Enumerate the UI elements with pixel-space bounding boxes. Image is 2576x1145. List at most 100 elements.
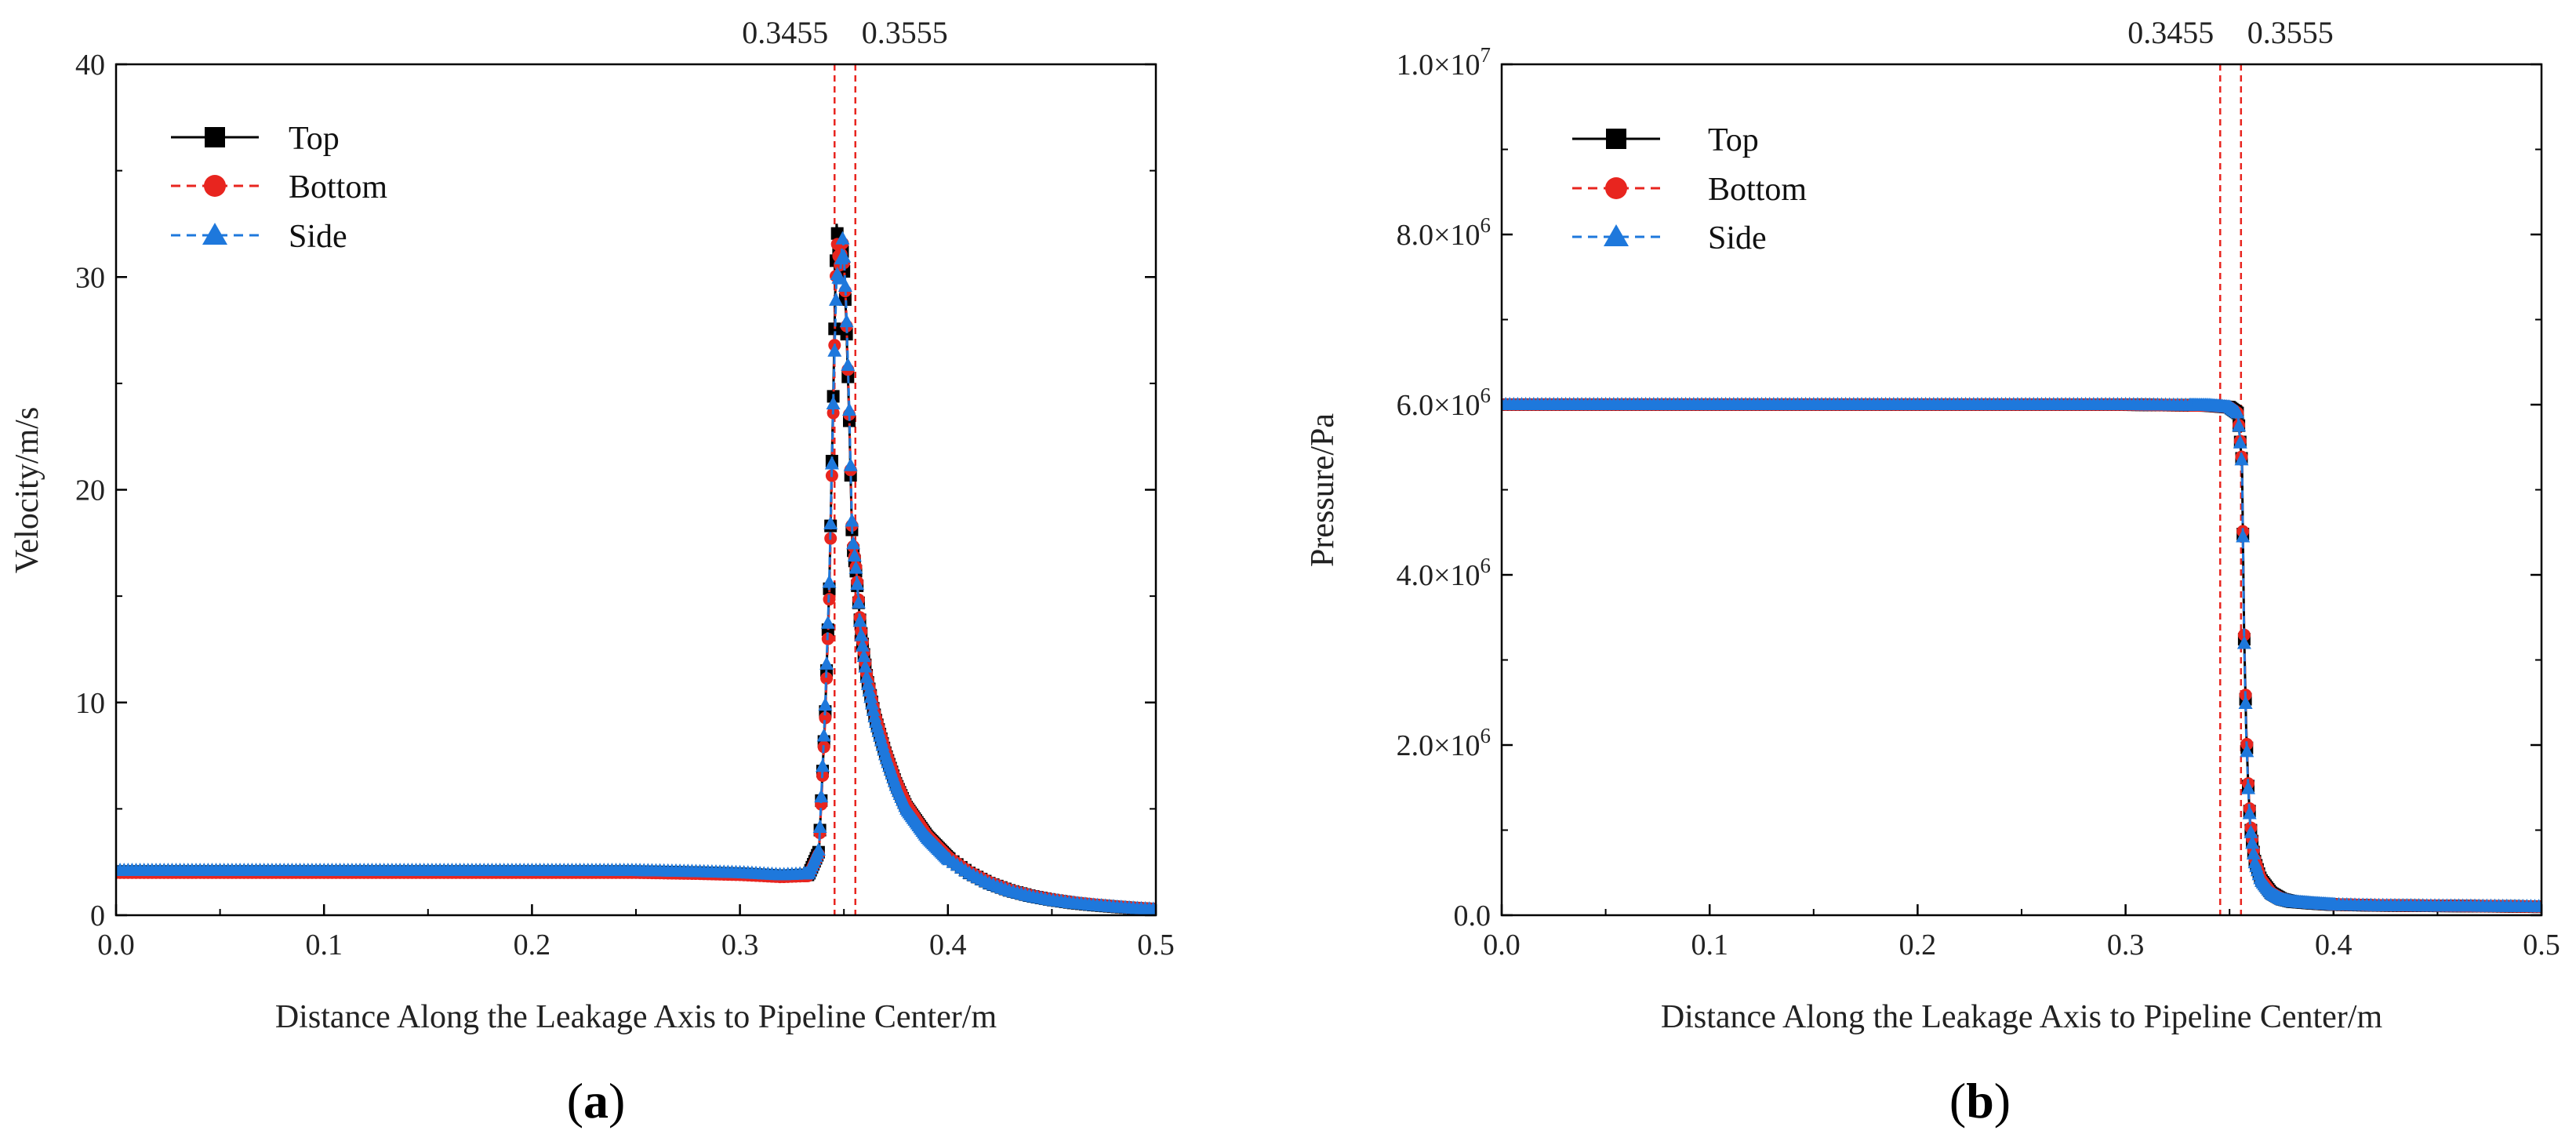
data-point-top — [828, 322, 841, 336]
series-side — [1502, 397, 2541, 913]
data-point-side — [811, 842, 826, 856]
x-tick-label: 0.5 — [1137, 929, 1175, 961]
data-point-side — [837, 278, 852, 293]
velocity-y-axis-label: Velocity/m/s — [9, 407, 45, 573]
x-tick-label: 0.0 — [97, 929, 135, 961]
velocity-axis-ticks: 0.0 0.1 0.2 0.3 0.4 0.5 0 10 20 30 40 — [75, 49, 1175, 961]
data-point-side — [816, 728, 831, 742]
legend-label-bottom: Bottom — [1708, 172, 1807, 208]
data-point-side — [850, 576, 865, 591]
pressure-chart: 0.0 0.1 0.2 0.3 0.4 0.5 0.0 2.0×106 4.0×106 6.0×1… — [1305, 15, 2560, 1129]
x-tick-label: 0.4 — [929, 929, 967, 961]
data-point-side — [2232, 418, 2247, 432]
y-tick-label: 2.0×106 — [1397, 724, 1491, 762]
data-point-side — [2531, 899, 2541, 913]
pressure-plot-frame — [1500, 63, 2543, 917]
data-point-side — [847, 548, 862, 562]
data-point-side — [2238, 696, 2253, 710]
x-tick-label: 0.4 — [2315, 929, 2353, 961]
data-point-side — [866, 702, 881, 716]
legend-marker-bottom — [204, 175, 226, 197]
y-tick-label: 30 — [75, 261, 105, 294]
data-point-side — [824, 456, 839, 470]
data-point-side — [860, 676, 875, 690]
pressure-legend: Top Bottom Side — [1572, 122, 1807, 256]
data-point-side — [814, 789, 829, 803]
x-tick-label: 0.1 — [305, 929, 343, 961]
data-point-side — [864, 696, 879, 710]
data-point-side — [837, 249, 852, 263]
legend-label-top: Top — [289, 121, 340, 157]
pressure-vline-label-2: 0.3555 — [2247, 15, 2334, 50]
legend-label-side: Side — [289, 219, 347, 255]
data-point-side — [854, 627, 869, 642]
velocity-vline-label-2: 0.3555 — [862, 15, 948, 50]
pressure-x-axis-label: Distance Along the Leakage Axis to Pipel… — [1661, 999, 2383, 1035]
data-point-side — [816, 758, 830, 772]
velocity-series-group — [116, 224, 1156, 915]
data-point-side — [842, 402, 856, 416]
x-tick-label: 0.1 — [1691, 929, 1728, 961]
legend-label-top: Top — [1708, 122, 1759, 158]
data-point-side — [846, 536, 861, 550]
x-tick-label: 0.3 — [2107, 929, 2145, 961]
data-point-side — [835, 231, 850, 245]
y-tick-label: 0 — [90, 900, 105, 932]
pressure-vline-label-1: 0.3455 — [2127, 15, 2214, 50]
data-point-side — [845, 513, 859, 527]
panel-label-b: (b) — [1949, 1073, 2011, 1129]
data-point-side — [859, 669, 874, 683]
pressure-y-axis-label: Pressure/Pa — [1305, 413, 1341, 567]
data-point-side — [829, 292, 843, 306]
data-point-bottom — [820, 672, 834, 685]
data-point-side — [862, 683, 877, 697]
data-point-side — [2242, 805, 2257, 820]
data-point-side — [851, 594, 866, 609]
legend-marker-side — [1604, 224, 1629, 246]
y-tick-label: 8.0×106 — [1397, 213, 1491, 252]
data-point-side — [852, 613, 867, 627]
x-tick-label: 0.3 — [721, 929, 759, 961]
x-tick-label: 0.0 — [1483, 929, 1521, 961]
legend-marker-bottom — [1605, 177, 1627, 199]
velocity-vline-label-1: 0.3455 — [742, 15, 828, 50]
data-point-side — [2230, 405, 2245, 419]
data-point-side — [819, 656, 834, 670]
velocity-x-axis-label: Distance Along the Leakage Axis to Pipel… — [275, 999, 997, 1035]
data-point-bottom — [819, 711, 832, 725]
data-point-side — [848, 560, 863, 574]
data-point-side — [2240, 743, 2254, 758]
velocity-chart: 0.0 0.1 0.2 0.3 0.4 0.5 0 10 20 30 40 0.3455 0.355… — [9, 15, 1175, 1129]
panel-label-a: (a) — [567, 1073, 626, 1129]
data-point-side — [1146, 901, 1156, 915]
data-point-side — [839, 314, 854, 328]
y-tick-label: 4.0×106 — [1397, 554, 1491, 592]
data-point-side — [863, 689, 878, 703]
y-tick-label: 10 — [75, 687, 105, 720]
y-tick-label: 1.0×107 — [1397, 43, 1491, 82]
data-point-side — [822, 574, 837, 588]
y-tick-label: 0.0 — [1454, 900, 1491, 932]
series-side — [116, 231, 1156, 915]
velocity-plot-frame — [114, 63, 1157, 917]
x-tick-label: 0.2 — [514, 929, 551, 961]
data-point-side — [856, 649, 871, 663]
data-point-side — [841, 357, 856, 371]
y-tick-label: 40 — [75, 49, 105, 82]
velocity-legend: Top Bottom Side — [171, 121, 387, 255]
data-point-side — [856, 638, 870, 652]
data-point-side — [2234, 452, 2249, 466]
pressure-series-group — [1502, 397, 2541, 914]
y-tick-label: 6.0×106 — [1397, 383, 1491, 422]
legend-marker-top — [1606, 129, 1626, 149]
data-point-side — [823, 516, 838, 530]
data-point-side — [858, 659, 873, 673]
data-point-side — [2244, 824, 2258, 838]
x-tick-label: 0.5 — [2523, 929, 2560, 961]
data-point-side — [812, 819, 827, 833]
data-point-side — [827, 343, 842, 357]
y-tick-label: 20 — [75, 474, 105, 507]
data-point-side — [2246, 845, 2261, 860]
data-point-side — [2241, 780, 2255, 794]
